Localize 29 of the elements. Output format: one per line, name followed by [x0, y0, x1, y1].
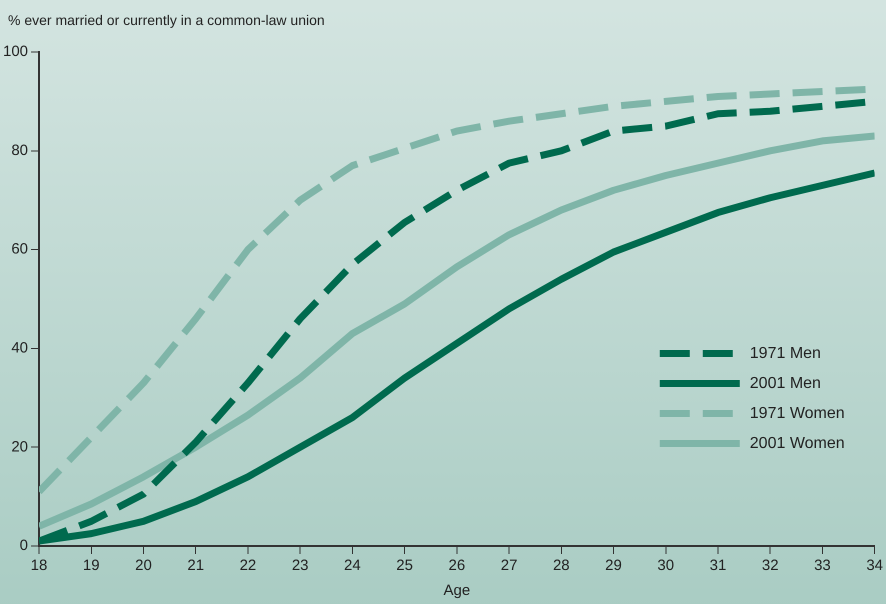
x-tick-label: 26: [448, 557, 466, 574]
x-tick-label: 23: [292, 557, 309, 574]
x-tick-label: 34: [866, 557, 883, 574]
y-tick-label: 0: [20, 537, 28, 554]
y-tick-label: 100: [2, 43, 28, 60]
y-tick-label: 40: [11, 340, 28, 357]
x-tick-label: 24: [344, 557, 361, 574]
x-tick-label: 30: [657, 557, 674, 574]
y-tick-label: 60: [11, 240, 28, 258]
legend-label: 2001 Women: [750, 434, 845, 452]
x-tick-label: 33: [814, 557, 831, 574]
legend-label: 1971 Women: [750, 404, 845, 422]
legend-label: 2001 Men: [750, 374, 821, 392]
x-tick-label: 18: [30, 557, 48, 574]
x-tick-label: 31: [710, 557, 726, 574]
x-axis-title: Age: [443, 582, 470, 600]
x-tick-label: 20: [135, 557, 152, 574]
legend-label: 1971 Men: [750, 344, 821, 362]
y-tick-label: 80: [11, 142, 28, 159]
x-tick-label: 27: [500, 557, 518, 574]
x-tick-label: 19: [82, 557, 100, 574]
x-tick-label: 28: [552, 557, 570, 574]
x-tick-label: 22: [240, 557, 256, 574]
x-tick-label: 21: [187, 557, 204, 574]
y-tick-label: 20: [11, 438, 28, 456]
x-tick-label: 25: [396, 557, 413, 574]
x-tick-label: 32: [762, 557, 779, 574]
y-axis-title: % ever married or currently in a common-law union: [8, 12, 325, 28]
x-tick-label: 29: [605, 557, 622, 574]
